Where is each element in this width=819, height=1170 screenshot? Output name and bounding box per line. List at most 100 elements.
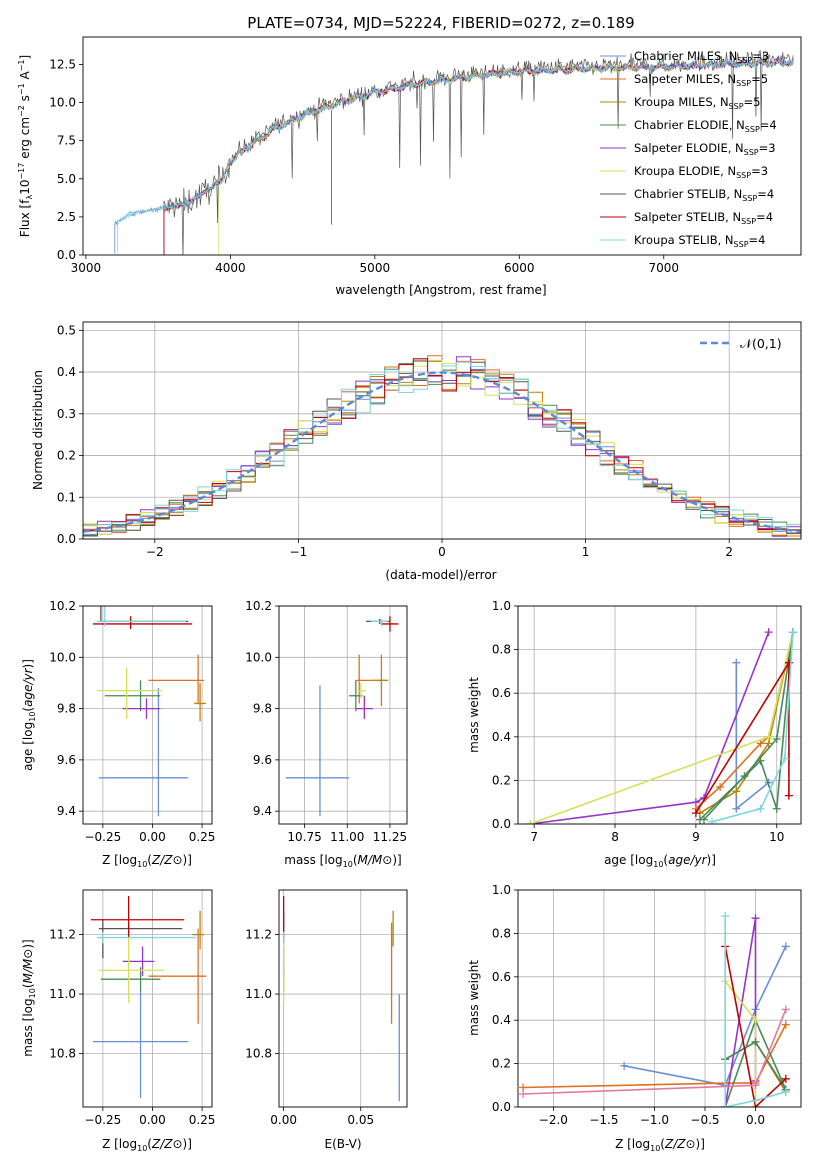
age-z-point xyxy=(100,606,189,623)
point-marker xyxy=(781,1074,790,1083)
mass-z-point xyxy=(100,967,161,992)
x-tick-label: −1.5 xyxy=(589,1113,618,1127)
x-tick-label: 1 xyxy=(582,545,590,559)
y-tick-label: 10.0 xyxy=(245,650,272,664)
x-tick-label: 0.00 xyxy=(139,830,166,844)
x-tick-label: 8 xyxy=(611,830,619,844)
y-tick-label: 11.2 xyxy=(49,928,76,942)
y-tick-label: 10.0 xyxy=(49,650,76,664)
age-mass-point xyxy=(285,685,349,817)
mass-z-point xyxy=(192,910,205,950)
y-tick-label: 1.0 xyxy=(492,599,511,613)
y-tick-label: 11.0 xyxy=(49,987,76,1001)
y-tick-label: 0.1 xyxy=(57,490,76,504)
age-z-point xyxy=(92,616,193,630)
point-marker xyxy=(695,815,704,824)
point-marker xyxy=(764,732,773,741)
point-marker xyxy=(732,658,741,667)
plot-area xyxy=(282,895,400,1102)
mass-z-panel: −0.25 0.00 0.25 10.8 11.0 11.2 xyxy=(49,889,215,1127)
spectrum-kroupa-elodie xyxy=(218,62,634,255)
spectrum-kroupa-miles xyxy=(163,58,794,255)
legend-label: Kroupa ELODIE, NSSP=3 xyxy=(634,164,768,180)
point-marker xyxy=(781,1005,790,1014)
x-tick-label: 0.00 xyxy=(270,1113,297,1127)
weight-age-line xyxy=(703,632,794,821)
mass-z-point xyxy=(98,919,183,959)
point-marker xyxy=(788,628,797,637)
point-marker xyxy=(781,942,790,951)
x-tick-label: 4000 xyxy=(215,261,246,275)
y-axis-label: mass weight xyxy=(467,677,481,753)
x-axis-label: Z [log10(Z/Z⊙)] xyxy=(102,1137,192,1153)
plot-area xyxy=(83,355,801,539)
point-marker xyxy=(751,1081,760,1090)
age-mass-point xyxy=(372,654,389,707)
point-marker xyxy=(756,804,765,813)
mass-z-point xyxy=(122,946,155,977)
x-tick-label: −0.25 xyxy=(84,1113,121,1127)
legend-label: Chabrier ELODIE, NSSP=4 xyxy=(634,118,777,134)
weight-z-panel: −2.0 −1.5 −1.0 −0.5 0.0 0.0 0.2 0.4 0.6 0.8 1.0 xyxy=(492,883,802,1127)
y-tick-label: 0.2 xyxy=(492,1057,511,1071)
y-tick-label: 9.4 xyxy=(253,804,272,818)
mass-z-point xyxy=(148,928,207,1024)
y-tick-label: 9.8 xyxy=(253,702,272,716)
point-marker xyxy=(781,1087,790,1096)
x-axis-label: (data-model)/error xyxy=(385,568,496,582)
x-tick-label: 10 xyxy=(769,830,784,844)
x-axis-label: Z [log10(Z/Z⊙)] xyxy=(102,853,192,869)
point-marker xyxy=(751,1096,760,1105)
x-tick-label: 6000 xyxy=(504,261,535,275)
age-z-point xyxy=(148,654,205,704)
plot-area xyxy=(526,628,797,824)
point-marker xyxy=(780,754,789,763)
y-tick-label: 12.5 xyxy=(49,57,76,71)
x-axis-label: E(B-V) xyxy=(324,1137,361,1151)
spectrum-legend: Chabrier MILES, NSSP=3 Salpeter MILES, NS… xyxy=(600,49,777,249)
x-axis-label: age [log10(age/yr)] xyxy=(604,853,716,869)
age-mass-point xyxy=(371,618,389,627)
x-tick-label: −1.0 xyxy=(640,1113,669,1127)
y-axis-label: mass weight xyxy=(467,960,481,1036)
point-marker xyxy=(721,912,730,921)
weight-z-line xyxy=(724,916,787,1107)
y-tick-label: 9.6 xyxy=(57,753,76,767)
y-axis-label: age [log10(age/yr)] xyxy=(21,659,37,771)
x-tick-label: 7000 xyxy=(648,261,679,275)
age-z-point xyxy=(104,680,161,712)
x-tick-label: 0.0 xyxy=(746,1113,765,1127)
y-axis-label: mass [log10(M/M⊙)] xyxy=(21,939,37,1056)
mass-z-point xyxy=(98,937,165,1003)
legend-label: Chabrier STELIB, NSSP=4 xyxy=(634,187,774,203)
plot-area xyxy=(519,912,790,1107)
x-tick-label: −2.0 xyxy=(539,1113,568,1127)
y-tick-label: 10.2 xyxy=(245,599,272,613)
weight-z-line xyxy=(623,946,787,1087)
spectrum-kroupa-stelib xyxy=(117,58,795,254)
x-tick-label: 5000 xyxy=(360,261,391,275)
axes-frame xyxy=(82,605,213,825)
y-tick-label: 0.2 xyxy=(492,773,511,787)
axes-frame xyxy=(278,889,408,1108)
spectrum-chabrier-elodie xyxy=(163,56,794,255)
legend-label: Salpeter MILES, NSSP=5 xyxy=(634,72,768,88)
axes-frame xyxy=(517,605,802,825)
residual-panel: −2 −1 0 1 2 0.0 0.1 0.2 0.3 0.4 0.5 xyxy=(57,321,802,559)
y-tick-label: 2.5 xyxy=(57,210,76,224)
point-marker xyxy=(732,804,741,813)
y-tick-label: 0.0 xyxy=(492,817,511,831)
point-marker xyxy=(784,791,793,800)
weight-age-panel: 7 8 9 10 0.0 0.2 0.4 0.6 0.8 1.0 xyxy=(492,599,802,844)
y-tick-label: 0.3 xyxy=(57,407,76,421)
y-tick-label: 0.6 xyxy=(492,686,511,700)
x-tick-label: −0.25 xyxy=(84,830,121,844)
x-tick-label: 11.25 xyxy=(373,830,407,844)
spectrum-salpeter-miles xyxy=(163,56,794,255)
y-tick-label: 0.0 xyxy=(57,248,76,262)
mass-z-point xyxy=(96,931,197,944)
point-marker xyxy=(519,1089,528,1098)
y-tick-label: 0.5 xyxy=(57,323,76,337)
point-marker xyxy=(732,787,741,796)
age-z-point xyxy=(98,688,189,817)
